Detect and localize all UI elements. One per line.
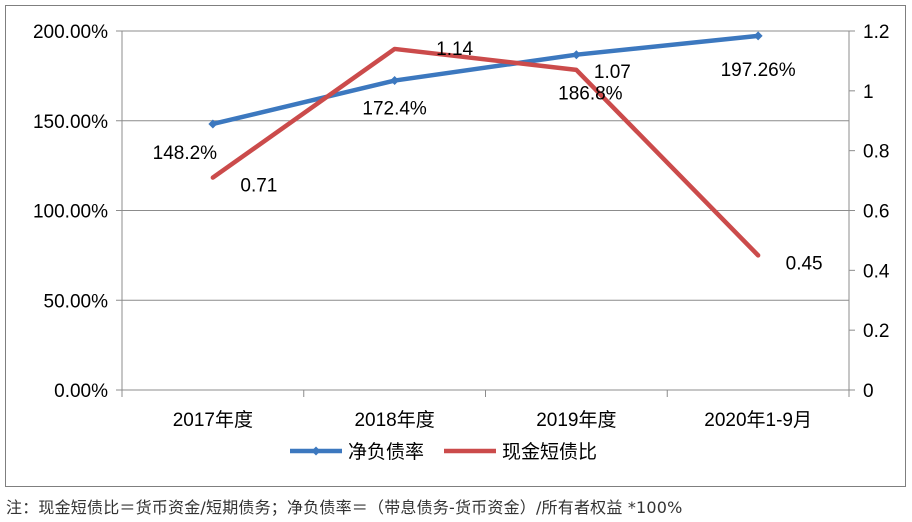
gridlines: [122, 30, 849, 301]
series-point: [571, 50, 581, 60]
left-tick-label: 0.00%: [54, 381, 108, 402]
data-label: 148.2%: [153, 143, 218, 164]
data-label: 0.45: [786, 253, 823, 274]
right-tick-label: 0.6: [863, 202, 889, 223]
x-tick-label: 2018年度: [354, 409, 434, 431]
data-label: 1.07: [594, 62, 631, 83]
series-point: [753, 31, 763, 41]
legend-label: 净负债率: [348, 441, 424, 463]
footnote: 注：现金短债比＝货币资金/短期债务；净负债率＝（带息债务-货币资金）/所有者权益…: [6, 498, 683, 517]
left-tick-label: 150.00%: [33, 112, 108, 133]
data-label: 186.8%: [558, 84, 623, 105]
left-tick-label: 200.00%: [33, 22, 108, 43]
x-tick-label: 2019年度: [536, 409, 616, 431]
data-label: 197.26%: [721, 60, 796, 81]
right-tick-label: 0.8: [863, 142, 889, 163]
legend: 净负债率 现金短债比: [290, 441, 597, 463]
right-tick-label: 0: [863, 381, 874, 402]
x-tick-label: 2020年1-9月: [704, 409, 812, 431]
series-point: [390, 76, 400, 86]
left-tick-label: 100.00%: [33, 202, 108, 223]
right-tick-label: 0.2: [863, 321, 889, 342]
data-label: 172.4%: [362, 99, 427, 120]
x-tick-label: 2017年度: [173, 409, 253, 431]
series-line-2: [210, 46, 761, 258]
series-line-1: [210, 33, 761, 127]
series: [208, 31, 763, 258]
legend-label: 现金短债比: [502, 441, 597, 463]
right-tick-label: 1.2: [863, 22, 889, 43]
series-point: [208, 119, 218, 129]
data-label: 0.71: [240, 176, 277, 197]
data-label: 1.14: [436, 39, 473, 60]
data-labels: 148.2% 172.4% 186.8% 197.26% 0.71 1.14 1.07 0.4…: [153, 39, 823, 274]
axes: 0.00% 50.00% 100.00% 150.00% 200.00% 0 0.2 0.4 0…: [33, 22, 890, 431]
legend-marker: [311, 446, 321, 456]
right-tick-label: 0.4: [863, 261, 890, 282]
chart-frame: [5, 5, 906, 487]
right-tick-label: 1: [863, 82, 874, 103]
left-tick-label: 50.00%: [44, 291, 109, 312]
